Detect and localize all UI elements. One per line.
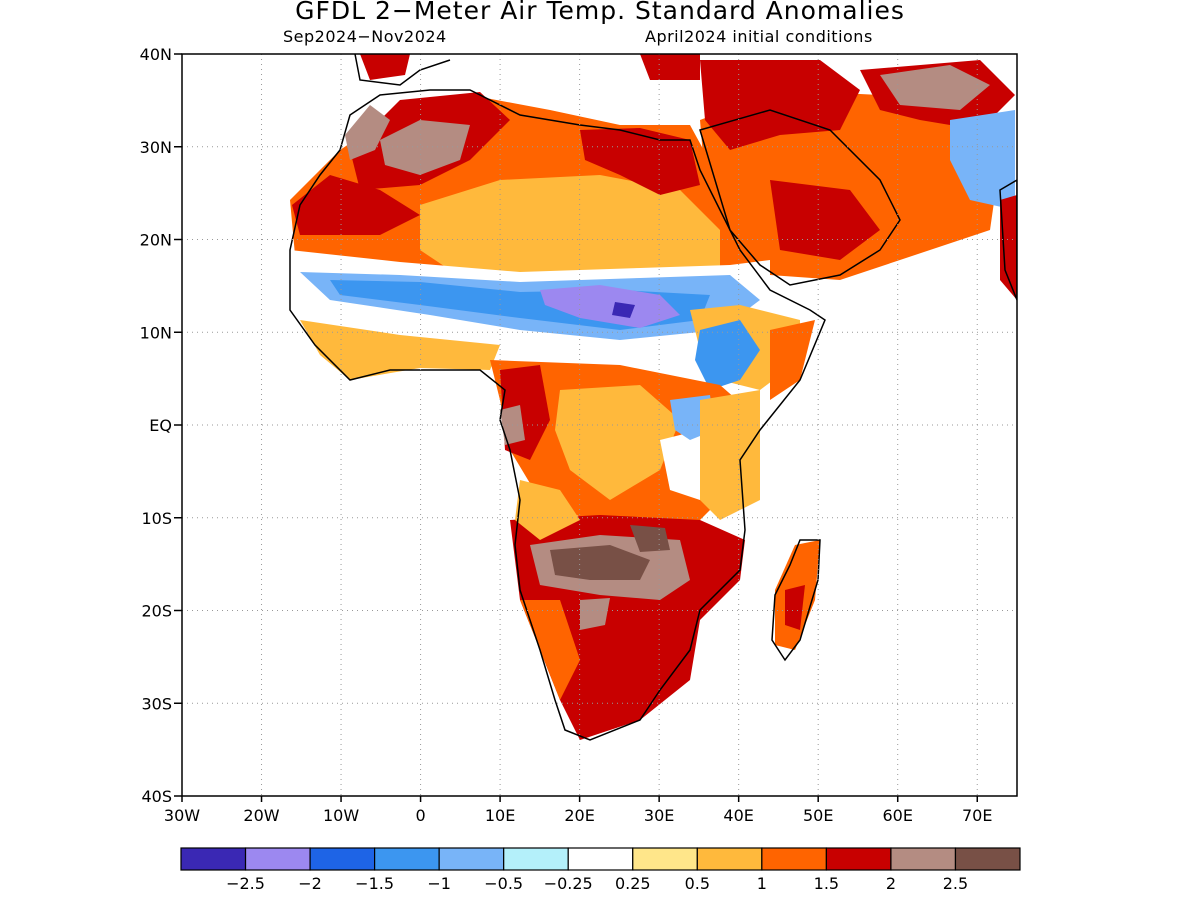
algeria-brown — [380, 120, 470, 175]
lat-tick-label: 10S — [141, 509, 172, 528]
lat-tick-label: 20N — [140, 231, 172, 250]
sahel-dark-purple — [612, 302, 635, 318]
madagascar-coastline — [771, 539, 821, 662]
colorbar-swatch — [954, 847, 1021, 871]
lon-tick-label: 10W — [323, 806, 359, 825]
lon-tick-label: 20E — [564, 806, 594, 825]
colorbar-label: −2 — [298, 874, 322, 893]
colorbar-swatch — [890, 847, 957, 871]
sahara-light-orange — [420, 175, 720, 285]
sahel-purple — [540, 285, 680, 328]
west-africa-coast-yellow — [300, 320, 500, 380]
lon-tick-label: 40E — [723, 806, 753, 825]
colorbar-label: 0.25 — [615, 874, 651, 893]
colorbar-label: −1 — [427, 874, 451, 893]
lat-tick-label: 20S — [141, 602, 172, 621]
africa-coastline — [289, 89, 826, 741]
colorbar-label: 1.5 — [814, 874, 839, 893]
colorbar-swatch — [825, 847, 892, 871]
colorbar-swatch — [180, 847, 247, 871]
arabia-coastline — [699, 109, 901, 286]
colorbar-label: −0.5 — [484, 874, 523, 893]
forecast-period: Sep2024−Nov2024 — [283, 27, 447, 46]
colorbar-swatch — [438, 847, 505, 871]
europe-east-red — [640, 54, 700, 80]
horn-blue — [695, 320, 760, 390]
angola-orange — [515, 480, 580, 540]
anomaly-field — [288, 54, 1017, 740]
colorbar-swatch — [761, 847, 827, 871]
south-asia-red — [1000, 195, 1017, 300]
colorbar: −2.5 −2 −1.5 −1 −0.5 −0.25 0.25 0.5 1 1.5 2 2.5 — [180, 847, 1021, 893]
latitude-axis: 40N 30N 20N 10N EQ 10S 20S 30S 40S — [140, 45, 182, 806]
lat-tick-label: EQ — [149, 416, 172, 435]
middle-east-red — [700, 60, 860, 150]
colorbar-label: 2 — [886, 874, 896, 893]
lon-tick-label: 30W — [164, 806, 200, 825]
morocco-brown — [345, 105, 390, 160]
colorbar-label: 2.5 — [943, 874, 968, 893]
europe-coastline — [354, 54, 451, 86]
arabia-orange — [700, 90, 1000, 280]
gridlines — [182, 54, 1017, 796]
lon-tick-label: 50E — [803, 806, 833, 825]
lat-tick-label: 30N — [140, 138, 172, 157]
europe-red — [360, 54, 410, 80]
lon-tick-label: 30E — [644, 806, 674, 825]
colorbar-label: −2.5 — [226, 874, 265, 893]
colorbar-swatch — [567, 847, 634, 871]
colorbar-swatch — [309, 847, 376, 871]
lon-tick-label: 10E — [485, 806, 515, 825]
colorbar-swatch — [503, 847, 569, 871]
lon-tick-label: 70E — [962, 806, 992, 825]
colorbar-swatch — [244, 847, 311, 871]
longitude-axis: 30W 20W 10W 0 10E 20E 30E 40E 50E 60E 70E — [164, 796, 992, 825]
botswana-brown — [580, 598, 610, 630]
central-africa-yellow — [555, 385, 680, 500]
lat-tick-label: 40N — [140, 45, 172, 64]
colorbar-label: −0.25 — [544, 874, 593, 893]
iran-brown — [880, 65, 990, 110]
initial-conditions: April2024 initial conditions — [645, 27, 873, 46]
colorbar-label: 0.5 — [685, 874, 710, 893]
lon-tick-label: 0 — [415, 806, 425, 825]
lat-tick-label: 30S — [141, 694, 172, 713]
india-coastline — [999, 179, 1017, 301]
map-title: GFDL 2−Meter Air Temp. Standard Anomalie… — [295, 0, 905, 25]
lat-tick-label: 10N — [140, 323, 172, 342]
madagascar-red — [785, 585, 805, 630]
lat-tick-label: 40S — [141, 787, 172, 806]
south-asia-blue — [950, 110, 1015, 210]
horn-red — [770, 320, 815, 400]
east-africa-orange — [700, 390, 760, 520]
colorbar-swatch — [696, 847, 763, 871]
mozambique-dark-brown — [630, 525, 670, 552]
colorbar-swatch — [374, 847, 440, 871]
lon-tick-label: 20W — [243, 806, 279, 825]
libya-red — [580, 128, 700, 195]
southern-africa-dark-brown — [550, 545, 650, 580]
colorbar-label: −1.5 — [355, 874, 394, 893]
colorbar-label: 1 — [757, 874, 767, 893]
coastlines — [289, 54, 1017, 741]
west-sahara-red — [292, 175, 420, 235]
lon-tick-label: 60E — [882, 806, 912, 825]
namibia-orange — [520, 600, 580, 700]
colorbar-swatch — [632, 847, 698, 871]
